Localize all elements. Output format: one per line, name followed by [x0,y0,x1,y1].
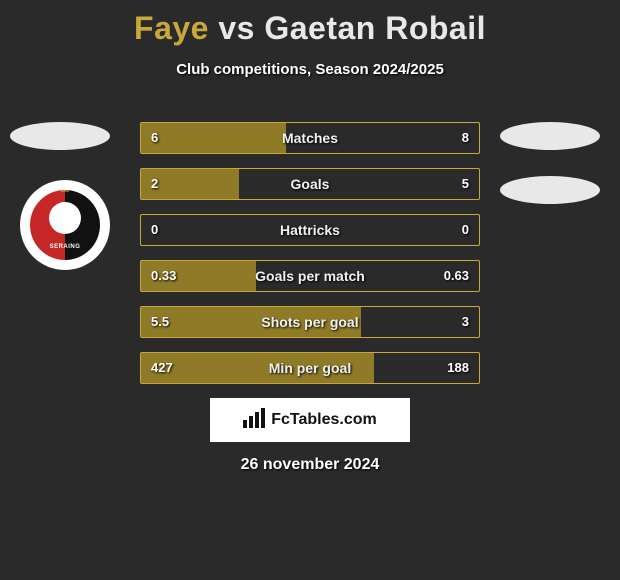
club-badge: SERAING ♛ [20,180,110,270]
chart-icon [243,408,265,433]
right-ellipse-2 [500,176,600,204]
bar-row: 427Min per goal188 [140,352,480,384]
bar-row: 0Hattricks0 [140,214,480,246]
bar-right-value: 188 [447,353,469,383]
comparison-bars: 6Matches8 2Goals5 0Hattricks0 0.33Goals per… [140,122,480,398]
bar-label: Min per goal [141,353,479,383]
page-title: Faye vs Gaetan Robail [0,0,620,47]
right-ellipse-1 [500,122,600,150]
bar-row: 5.5Shots per goal3 [140,306,480,338]
bar-label: Hattricks [141,215,479,245]
bar-right-value: 3 [462,307,469,337]
bar-label: Goals [141,169,479,199]
bar-right-value: 0 [462,215,469,245]
bar-label: Goals per match [141,261,479,291]
badge-text: SERAING [50,244,81,250]
bar-row: 2Goals5 [140,168,480,200]
vs-text: vs [218,10,255,46]
bar-right-value: 8 [462,123,469,153]
date: 26 november 2024 [0,456,620,474]
bar-label: Shots per goal [141,307,479,337]
bar-right-value: 5 [462,169,469,199]
left-ellipse-1 [10,122,110,150]
bar-row: 6Matches8 [140,122,480,154]
player2-name: Gaetan Robail [264,10,486,46]
fctables-logo[interactable]: FcTables.com [210,398,410,442]
bar-label: Matches [141,123,479,153]
crown-icon: ♛ [57,190,73,197]
logo-text: FcTables.com [271,411,377,429]
bar-row: 0.33Goals per match0.63 [140,260,480,292]
bar-right-value: 0.63 [444,261,469,291]
player1-name: Faye [134,10,209,46]
badge-circle [49,202,81,234]
club-badge-inner: SERAING ♛ [30,190,100,260]
subtitle: Club competitions, Season 2024/2025 [0,61,620,78]
